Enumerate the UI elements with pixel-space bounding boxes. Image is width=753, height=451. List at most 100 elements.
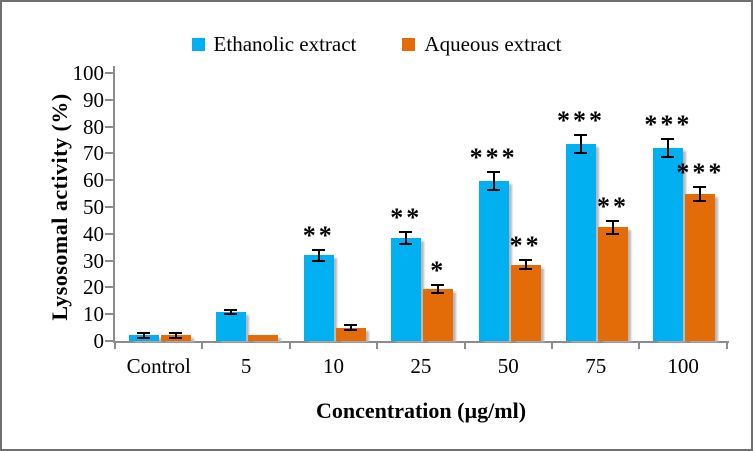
bar [685, 194, 716, 341]
significance-label: * [430, 256, 447, 286]
y-tick-label: 90 [83, 87, 104, 112]
y-tick [105, 152, 113, 155]
x-tick [463, 341, 466, 349]
bar [391, 237, 422, 341]
significance-label: *** [644, 110, 693, 140]
y-tick [105, 232, 113, 235]
y-tick [105, 206, 113, 208]
y-tick-label: 30 [83, 248, 104, 273]
error-bar [405, 231, 408, 244]
bar [566, 144, 596, 341]
error-bar-cap [431, 284, 445, 287]
x-tick [376, 341, 379, 349]
x-category-label: 50 [497, 354, 519, 378]
legend-label-ethanolic: Ethanolic extract [213, 32, 357, 56]
x-tick [551, 341, 553, 349]
y-axis-line [113, 66, 115, 343]
bar [248, 334, 279, 341]
y-tick-label: 100 [72, 61, 105, 85]
x-tick [725, 341, 728, 349]
y-tick-label: 60 [83, 168, 104, 193]
error-bar-cap [574, 152, 587, 155]
error-bar-cap [169, 332, 182, 335]
y-tick [105, 313, 113, 316]
legend-item-aqueous: Aqueous extract [402, 32, 561, 57]
x-category-label: 75 [585, 354, 607, 378]
bar [598, 227, 628, 341]
error-bar-cap [311, 248, 325, 251]
significance-label: ** [597, 191, 629, 221]
bar [216, 312, 247, 341]
x-tick [288, 341, 291, 349]
y-tick-label: 80 [83, 114, 104, 139]
y-tick [105, 340, 113, 342]
error-bar [349, 325, 352, 330]
error-bar-cap [606, 219, 619, 222]
error-bar [175, 333, 177, 338]
significance-label: ** [509, 231, 542, 261]
x-category-label: 25 [410, 354, 432, 378]
error-bar-cap [343, 324, 357, 327]
y-tick-label: 10 [83, 302, 104, 327]
error-bar-cap [486, 188, 500, 191]
error-bar-cap [574, 133, 587, 136]
bar [303, 255, 334, 341]
y-tick [105, 125, 113, 128]
x-tick [201, 341, 204, 349]
error-bar [699, 186, 702, 202]
legend-swatch-aqueous-icon [402, 38, 416, 51]
error-bar-cap [661, 155, 675, 158]
error-bar [317, 249, 320, 261]
error-bar-cap [399, 242, 413, 245]
y-tick [105, 179, 113, 182]
error-bar-cap [137, 336, 150, 339]
legend: Ethanolic extract Aqueous extract [2, 32, 751, 57]
significance-label: ** [390, 202, 423, 232]
error-bar-cap [431, 292, 445, 295]
y-tick-label: 0 [93, 329, 105, 353]
bar [423, 289, 454, 341]
error-bar-cap [606, 232, 619, 235]
significance-label: *** [557, 105, 605, 135]
error-bar-cap [343, 328, 357, 331]
error-bar [667, 139, 670, 157]
error-bar-cap [399, 230, 413, 233]
error-bar-cap [693, 185, 707, 188]
y-tick [105, 259, 113, 262]
x-axis-line [113, 341, 729, 343]
y-tick-label: 70 [83, 141, 104, 166]
significance-label: *** [676, 157, 725, 187]
error-bar-cap [693, 200, 707, 203]
error-bar-cap [169, 336, 182, 339]
legend-item-ethanolic: Ethanolic extract [191, 32, 357, 57]
bar [335, 327, 366, 341]
y-tick [105, 98, 113, 101]
x-tick [638, 341, 641, 349]
y-tick [105, 286, 113, 289]
error-bar [230, 310, 233, 314]
x-category-label: 5 [240, 354, 252, 378]
error-bar [492, 171, 495, 190]
significance-label: ** [302, 220, 335, 250]
x-tick [114, 341, 116, 349]
error-bar-cap [224, 312, 238, 315]
error-bar [143, 333, 145, 338]
x-category-label: 100 [667, 354, 699, 378]
y-tick-label: 40 [83, 221, 104, 246]
bar [510, 264, 541, 341]
error-bar-cap [486, 170, 500, 173]
legend-swatch-ethanolic-icon [191, 38, 205, 51]
y-tick [105, 72, 113, 74]
error-bar-cap [224, 309, 238, 312]
error-bar [612, 220, 614, 234]
bar [653, 148, 684, 341]
x-axis-title: Concentration (µg/ml) [315, 398, 527, 423]
legend-label-aqueous: Aqueous extract [424, 32, 562, 56]
x-category-label: 10 [322, 354, 344, 378]
x-category-label: Control [126, 354, 191, 378]
error-bar-cap [311, 259, 325, 262]
error-bar [437, 285, 440, 294]
error-bar-cap [661, 138, 675, 141]
